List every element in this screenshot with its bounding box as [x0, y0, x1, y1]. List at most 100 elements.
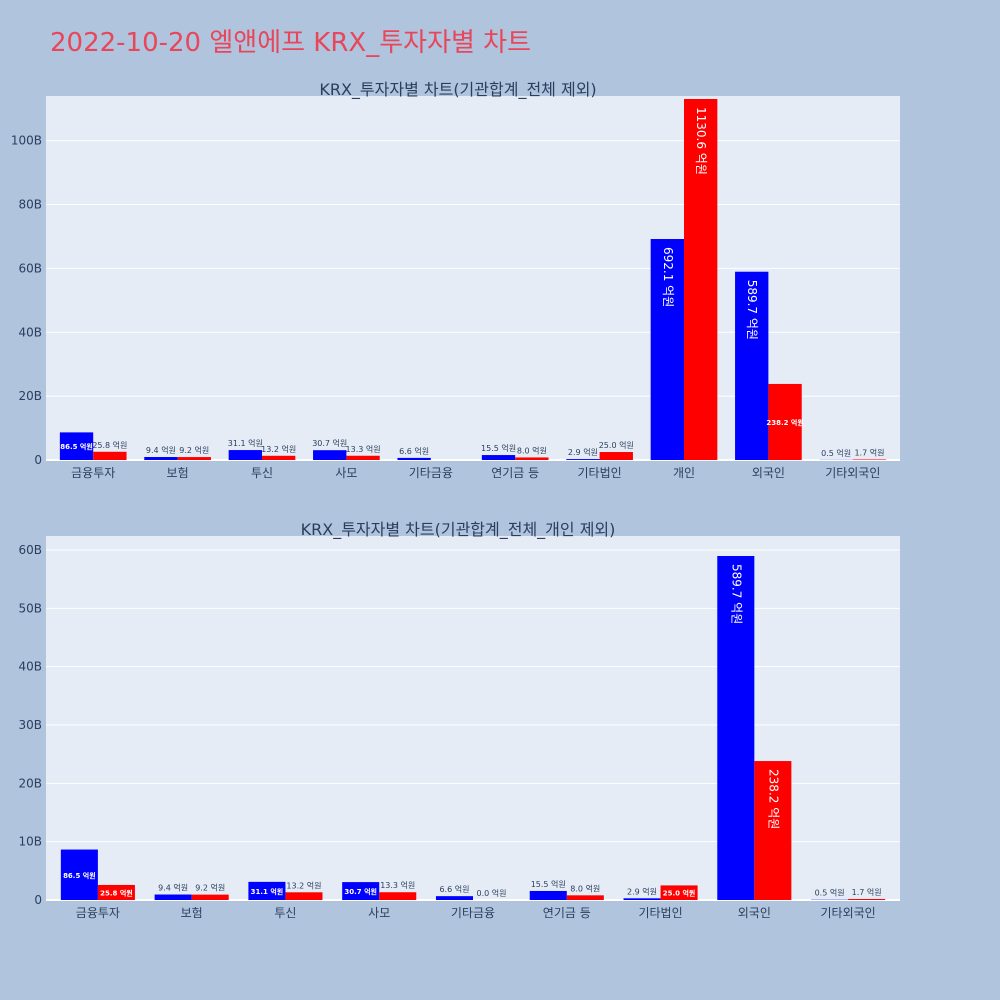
- bar-value-label: 0.0 억원: [477, 888, 507, 898]
- bar-value-label: 238.2 억원: [766, 418, 803, 427]
- bar-value-label: 25.8 억원: [92, 440, 127, 450]
- bar-value-label: 0.5 억원: [821, 448, 851, 458]
- chart-1: 0 20B 40B 60B 80B 100B KRX_투자자별 차트(기관합계_전체 제외)…: [11, 80, 900, 480]
- bar-value-label: 86.5 억원: [63, 871, 96, 880]
- chart-title: KRX_투자자별 차트(기관합계_전체 제외): [319, 80, 596, 100]
- bar-value-label: 589.7 억원: [745, 280, 759, 340]
- sell-bar: [97, 884, 135, 900]
- sell-bar: [285, 892, 323, 900]
- sell-bar: [768, 383, 802, 460]
- sell-bar: [191, 894, 229, 900]
- bar-value-label: 13.2 억원: [261, 444, 296, 454]
- buy-bar: [154, 894, 192, 900]
- bar-value-label: 86.5 억원: [60, 442, 93, 451]
- bar-value-label: 8.0 억원: [517, 445, 547, 455]
- sell-bar: [660, 885, 698, 900]
- bar-value-label: 15.5 억원: [531, 879, 566, 889]
- x-tick-label: 외국인: [752, 466, 785, 480]
- buy-bar: [717, 556, 755, 900]
- bar-value-label: 13.2 억원: [286, 880, 321, 890]
- sell-bar: [177, 457, 211, 460]
- buy-bar: [248, 881, 286, 900]
- bar-value-label: 31.1 억원: [228, 438, 263, 448]
- buy-bar: [59, 432, 94, 460]
- bar-value-label: 1.7 억원: [854, 447, 884, 457]
- x-tick-label: 외국인: [738, 906, 771, 920]
- sell-bar: [684, 99, 718, 460]
- bar-value-label: 13.3 억원: [346, 444, 381, 454]
- y-tick-label: 100B: [11, 134, 42, 148]
- buy-bar: [144, 456, 178, 460]
- chart-title: KRX_투자자별 차트(기관합계_전체_개인 제외): [301, 520, 616, 540]
- x-tick-label: 기타법인: [578, 466, 622, 480]
- sell-bar: [515, 457, 549, 460]
- y-tick-label: 0: [34, 453, 42, 467]
- sell-bar: [379, 892, 417, 900]
- bar-value-label: 8.0 억원: [570, 883, 600, 893]
- buy-bar: [566, 459, 600, 460]
- x-tick-label: 사모: [335, 466, 357, 480]
- bar-value-label: 2.9 억원: [568, 447, 598, 457]
- bar-value-label: 30.7 억원: [344, 887, 377, 896]
- x-tick-label: 연기금 등: [491, 466, 539, 480]
- bar-value-label: 2.9 억원: [627, 886, 657, 896]
- bar-value-label: 30.7 억원: [312, 438, 347, 448]
- bar-value-label: 1130.6 억원: [694, 107, 708, 175]
- x-tick-label: 보험: [167, 466, 189, 480]
- bar-value-label: 25.8 억원: [100, 888, 133, 897]
- bar-value-label: 9.2 억원: [179, 445, 209, 455]
- bar-value-label: 13.3 억원: [380, 880, 415, 890]
- buy-bar: [397, 457, 431, 460]
- sell-bar: [93, 451, 127, 460]
- x-tick-label: 보험: [181, 906, 203, 920]
- chart-2: 0 10B 20B 30B 40B 50B 60B KRX_투자자별 차트(기관합계_전체_개…: [18, 520, 900, 920]
- y-tick-label: 10B: [18, 835, 42, 849]
- x-tick-label: 사모: [368, 906, 390, 920]
- bar-value-label: 6.6 억원: [439, 884, 469, 894]
- x-tick-label: 기타금융: [409, 466, 453, 480]
- sell-bar: [848, 899, 886, 900]
- sell-bar: [754, 761, 792, 900]
- bar-value-label: 692.1 억원: [661, 247, 675, 307]
- sell-bar: [566, 895, 604, 900]
- bar-value-label: 9.4 억원: [146, 445, 176, 455]
- bar-value-label: 25.0 억원: [663, 889, 696, 898]
- sell-bar: [852, 459, 887, 460]
- buy-bar: [60, 849, 98, 900]
- y-tick-label: 20B: [18, 776, 42, 790]
- page-title: 2022-10-20 엘앤에프 KRX_투자자별 차트: [50, 28, 532, 58]
- bar-value-label: 0.5 억원: [815, 888, 845, 898]
- bar-value-label: 25.0 억원: [599, 440, 634, 450]
- bar-value-label: 589.7 억원: [729, 564, 743, 624]
- buy-bar: [623, 898, 661, 900]
- y-tick-label: 30B: [18, 718, 42, 732]
- y-tick-label: 80B: [18, 198, 42, 212]
- bar-value-label: 9.2 억원: [195, 883, 225, 893]
- y-tick-label: 40B: [18, 325, 42, 339]
- buy-bar: [435, 896, 473, 900]
- x-tick-label: 투신: [274, 906, 296, 920]
- x-tick-label: 연기금 등: [543, 906, 591, 920]
- x-tick-label: 금융투자: [76, 906, 120, 920]
- sell-bar: [346, 455, 380, 460]
- y-tick-label: 0: [34, 893, 42, 907]
- buy-bar: [313, 450, 347, 460]
- bar-value-label: 6.6 억원: [399, 446, 429, 456]
- x-tick-label: 투신: [251, 466, 273, 480]
- x-tick-label: 기타법인: [638, 906, 682, 920]
- buy-bar: [650, 239, 684, 460]
- sell-bar: [599, 452, 633, 460]
- y-tick-label: 50B: [18, 601, 42, 615]
- buy-bar: [481, 455, 516, 460]
- x-tick-label: 개인: [673, 466, 695, 480]
- x-tick-label: 기타외국인: [825, 466, 880, 480]
- x-tick-label: 기타외국인: [821, 906, 876, 920]
- y-tick-label: 20B: [18, 389, 42, 403]
- bar-value-label: 15.5 억원: [481, 443, 516, 453]
- bar-value-label: 1.7 억원: [852, 887, 882, 897]
- x-tick-label: 금융투자: [71, 466, 115, 480]
- buy-bar: [342, 882, 380, 900]
- y-tick-label: 40B: [18, 660, 42, 674]
- y-tick-label: 60B: [18, 261, 42, 275]
